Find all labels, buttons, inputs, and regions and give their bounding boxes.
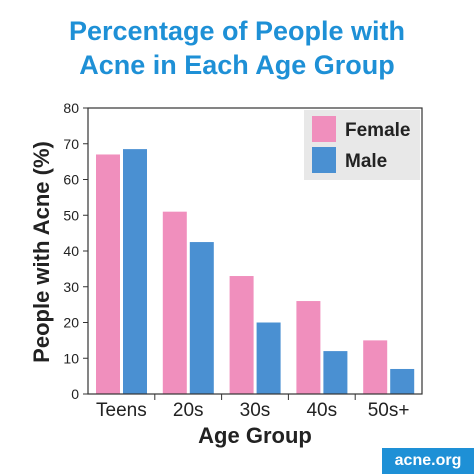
y-tick-label: 20 [63,315,79,331]
bars [96,149,415,394]
brand-badge[interactable]: acne.org [382,448,474,474]
x-tick-label: 20s [173,400,204,421]
x-tick-label: 50s+ [368,400,410,421]
bar-female-2 [229,276,254,394]
bar-male-0 [123,149,147,394]
y-axis-title: People with Acne (%) [29,141,54,363]
title-line-2: Acne in Each Age Group [79,50,395,80]
y-tick-label: 30 [63,279,79,295]
y-axis-ticks: 0 10 20 30 40 50 60 70 80 [63,100,88,402]
legend-label-female: Female [345,120,410,141]
bar-male-1 [189,242,214,394]
y-tick-label: 40 [63,243,79,259]
bar-male-4 [390,368,415,394]
legend-swatch-female [312,116,336,142]
bar-male-2 [256,322,281,394]
legend-label-male: Male [345,151,387,172]
x-axis-categories: Teens 20s 30s 40s 50s+ [96,394,409,421]
y-tick-label: 50 [63,207,79,223]
legend-swatch-male [312,147,336,173]
y-tick-label: 70 [63,136,79,152]
brand-text: acne.org [394,452,462,469]
y-tick-label: 10 [63,350,79,366]
x-tick-label: 30s [240,400,271,421]
y-tick-label: 60 [63,172,79,188]
bar-female-1 [162,211,187,394]
plot-frame [87,107,423,395]
title-line-1: Percentage of People with [68,16,406,46]
bar-female-4 [363,340,388,394]
chart-title: Percentage of People with Acne in Each A… [0,14,474,82]
bar-female-3 [296,301,321,394]
x-tick-label: Teens [96,400,147,421]
legend: Female Male [304,110,420,180]
x-axis-title: Age Group [198,423,312,448]
x-tick-label: 40s [306,400,337,421]
bar-female-0 [96,154,120,394]
y-tick-label: 0 [71,386,79,402]
bar-male-3 [323,351,348,394]
y-tick-label: 80 [63,100,79,116]
